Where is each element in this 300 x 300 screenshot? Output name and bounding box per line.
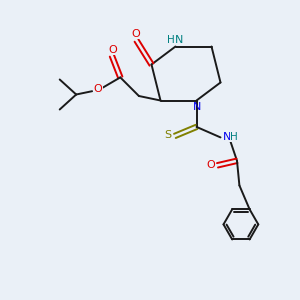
Text: H: H xyxy=(230,132,238,142)
Text: O: O xyxy=(108,45,117,55)
Text: O: O xyxy=(131,28,140,39)
Text: S: S xyxy=(164,130,171,140)
Text: H: H xyxy=(167,35,175,45)
Text: O: O xyxy=(94,84,103,94)
Text: O: O xyxy=(206,160,215,170)
Text: N: N xyxy=(223,132,231,142)
Text: N: N xyxy=(175,35,184,45)
Text: N: N xyxy=(193,102,201,112)
